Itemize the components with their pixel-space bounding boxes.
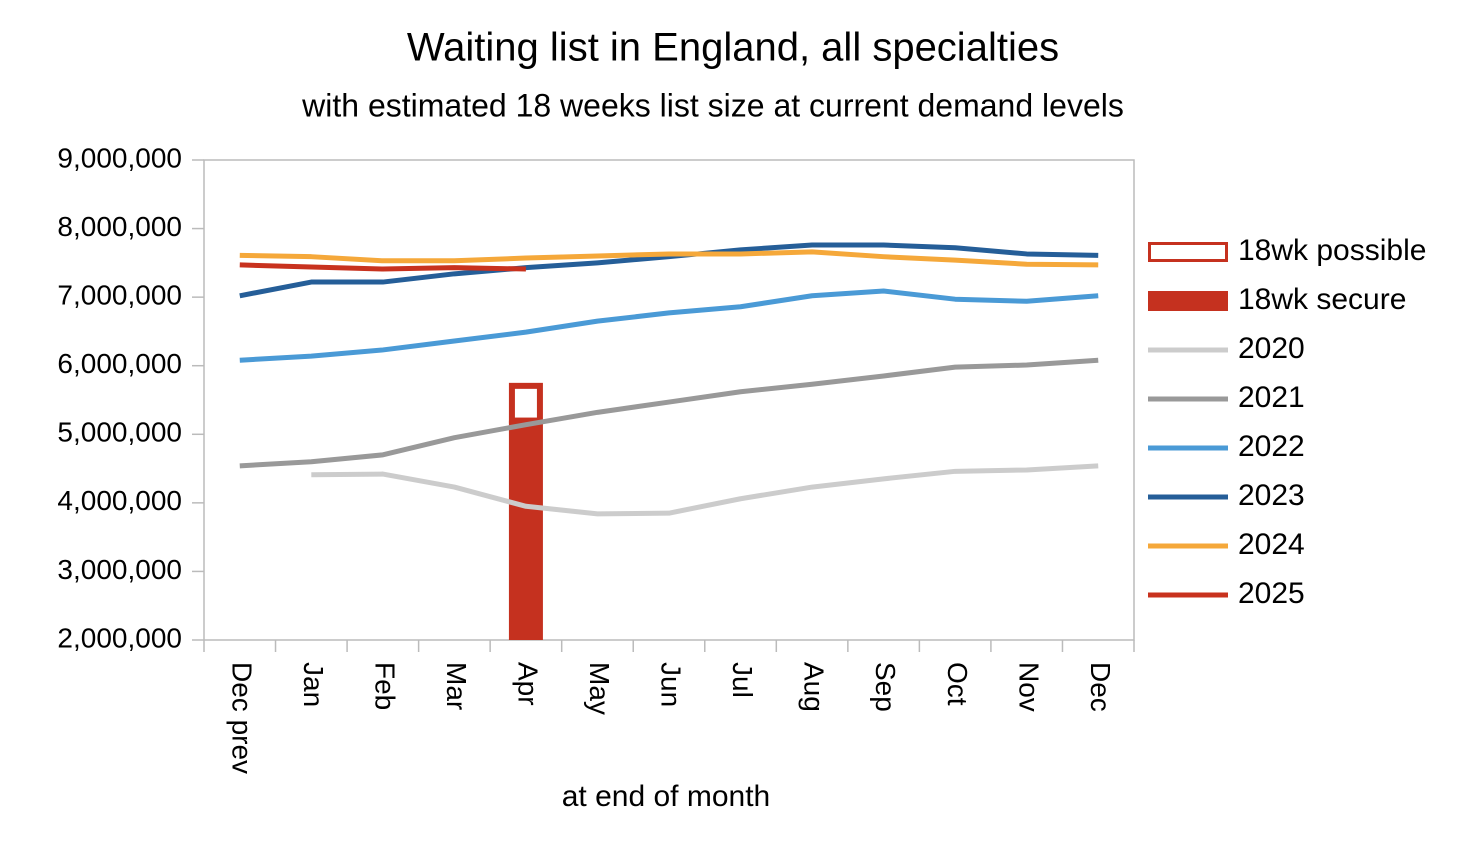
x-tick-label: Jun <box>656 662 687 707</box>
legend-swatch <box>1148 242 1228 262</box>
x-tick-label: Apr <box>513 662 544 706</box>
x-tick-label: Feb <box>369 662 400 710</box>
y-tick-label: 3,000,000 <box>57 554 182 585</box>
y-tick-label: 7,000,000 <box>57 280 182 311</box>
x-tick-label: May <box>584 662 615 715</box>
line <box>239 262 526 272</box>
x-tick-label: Oct <box>942 662 973 706</box>
legend-label: 2024 <box>1238 528 1305 561</box>
legend-label: 2022 <box>1238 430 1305 463</box>
x-tick-label: Dec <box>1085 662 1116 712</box>
line <box>239 242 1099 299</box>
legend-label: 2021 <box>1238 381 1305 414</box>
line <box>239 288 1099 363</box>
y-tick-label: 6,000,000 <box>57 348 182 379</box>
line <box>311 463 1099 517</box>
legend-label: 2023 <box>1238 479 1305 512</box>
legend-label: 2020 <box>1238 332 1305 365</box>
x-tick-label: Jan <box>298 662 329 707</box>
plot-area <box>203 159 1135 641</box>
legend-label: 18wk possible <box>1238 234 1426 267</box>
x-tick-label: Sep <box>870 662 901 712</box>
x-axis-label: at end of month <box>562 780 770 813</box>
legend-label: 2025 <box>1238 577 1305 610</box>
x-tick-label: Mar <box>441 662 472 710</box>
x-tick-label: Aug <box>799 662 830 712</box>
chart-title: Waiting list in England, all specialties <box>407 26 1059 70</box>
y-tick-label: 5,000,000 <box>57 417 182 448</box>
line <box>239 357 1099 469</box>
legend-label: 18wk secure <box>1238 283 1406 316</box>
y-tick-label: 8,000,000 <box>57 211 182 242</box>
x-tick-label: Jul <box>727 662 758 698</box>
y-tick-label: 2,000,000 <box>57 622 182 653</box>
y-tick-label: 9,000,000 <box>57 142 182 173</box>
bar <box>508 382 543 424</box>
legend-swatch <box>1148 291 1228 311</box>
y-tick-label: 4,000,000 <box>57 485 182 516</box>
chart-subtitle: with estimated 18 weeks list size at cur… <box>301 87 1124 123</box>
bar <box>508 420 543 640</box>
x-tick-label: Nov <box>1013 662 1044 712</box>
x-tick-label: Dec prev <box>226 662 257 774</box>
line <box>239 249 1099 268</box>
